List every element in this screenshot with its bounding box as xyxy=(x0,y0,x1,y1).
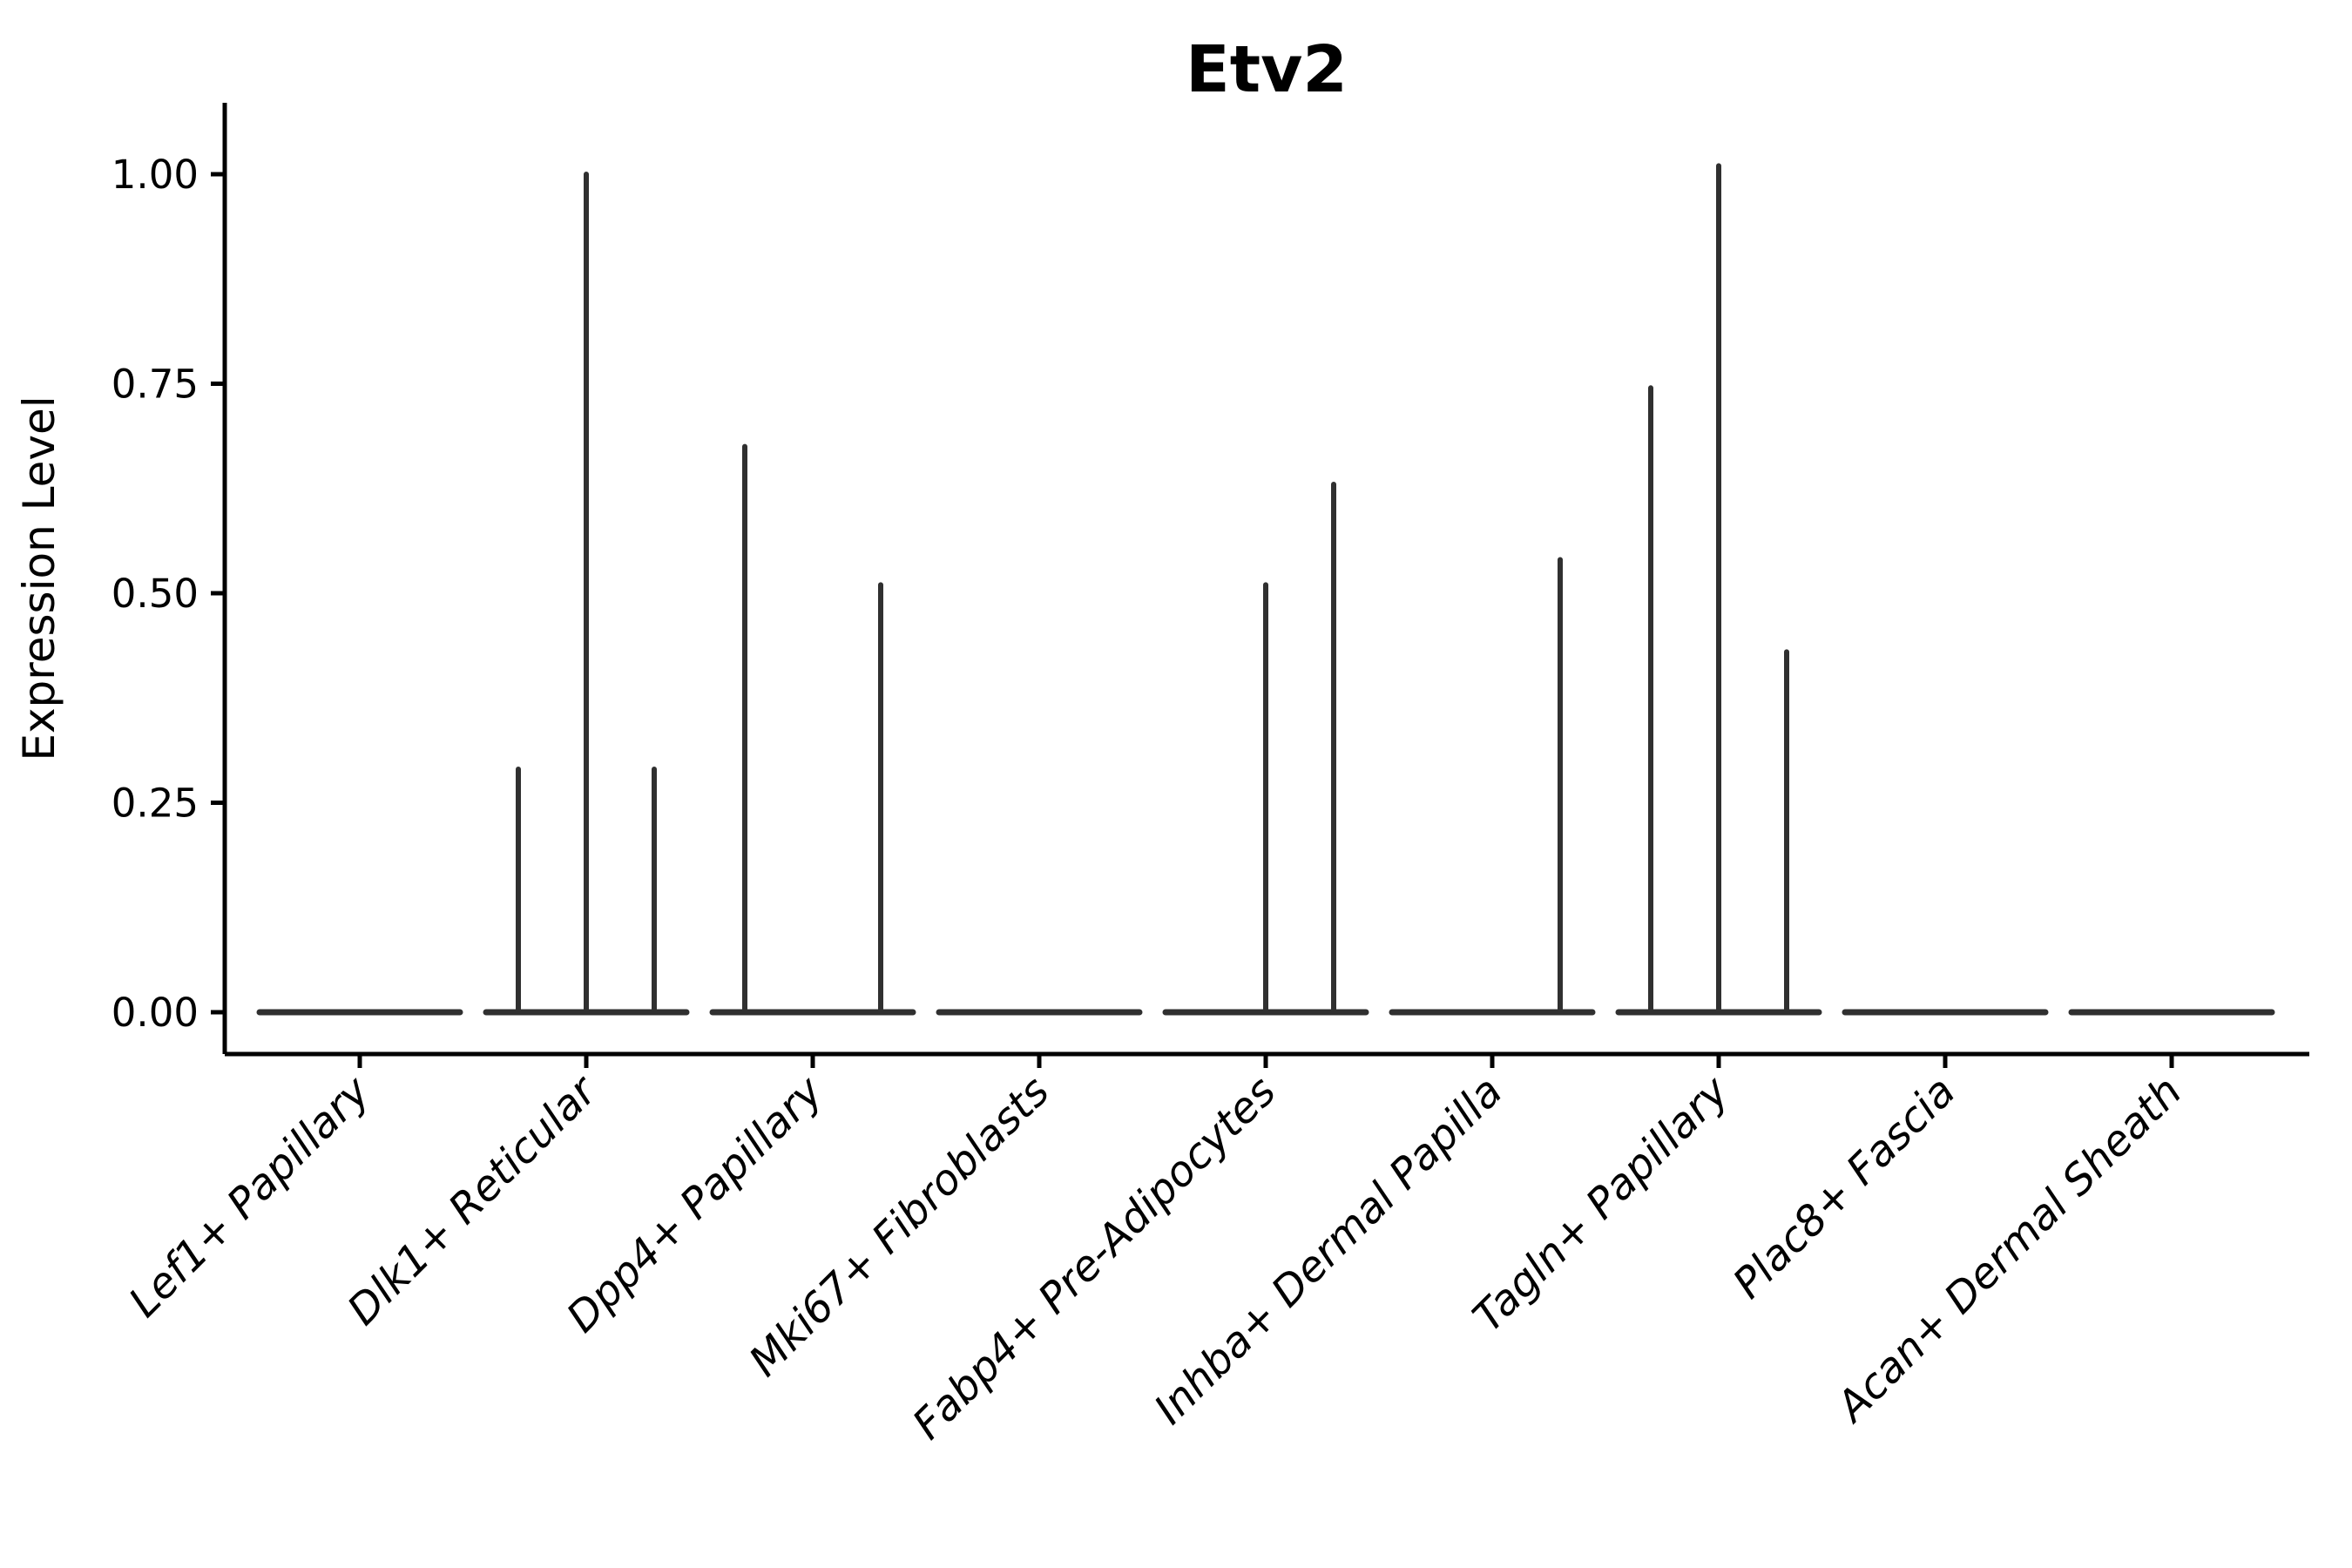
y-axis: 0.00 0.25 0.50 0.75 1.00 xyxy=(112,103,227,1054)
y-tick-label: 0.00 xyxy=(112,990,199,1036)
y-tick-label: 0.25 xyxy=(112,781,199,827)
y-axis-label: Expression Level xyxy=(14,395,64,760)
y-tick-label: 1.00 xyxy=(112,152,199,198)
x-tick-label: Fabp4+ Pre-Adipocytes xyxy=(903,1067,1286,1450)
x-tick-label: Plac8+ Fascia xyxy=(1724,1067,1965,1308)
plot-title: Etv2 xyxy=(1186,32,1348,107)
x-tick-label: Dlk1+ Reticular xyxy=(338,1065,608,1335)
y-tick-label: 0.50 xyxy=(112,571,199,617)
y-tick-label: 0.75 xyxy=(112,362,199,408)
x-tick-label: Lef1+ Papillary xyxy=(119,1066,380,1327)
violin-series xyxy=(256,163,2275,1016)
